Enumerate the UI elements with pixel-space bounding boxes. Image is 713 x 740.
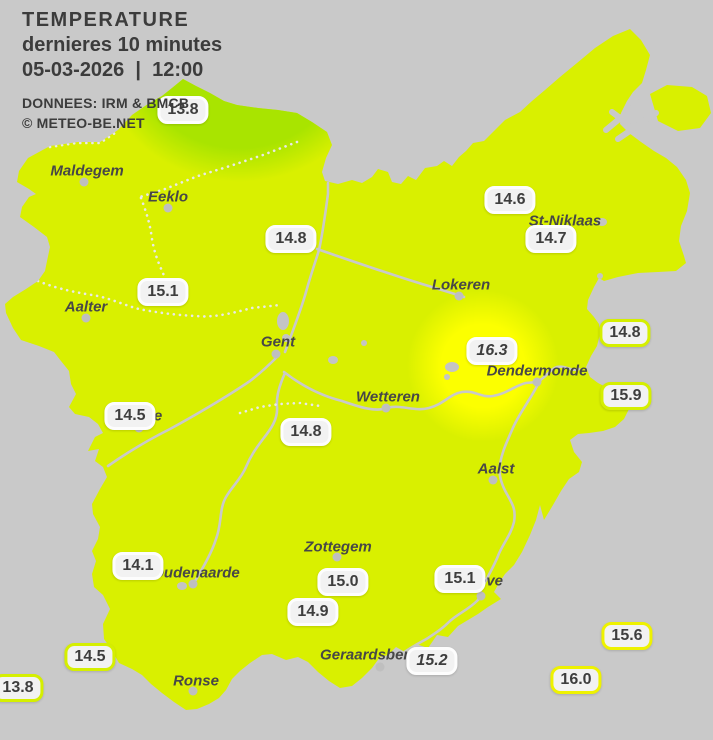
city-label-zottegem: Zottegem: [304, 538, 372, 556]
temp-badge: 15.9: [600, 382, 652, 410]
temp-badge: 14.5: [64, 643, 116, 671]
border-lines: [36, 129, 322, 415]
city-label-eeklo: Eeklo: [147, 188, 189, 206]
city-label-wetteren: Wetteren: [356, 388, 420, 406]
temp-badge: 15.0: [317, 568, 369, 596]
temp-badge: 16.3: [466, 337, 518, 365]
city-dot: [188, 686, 198, 696]
city-label-dendermonde: Dendermonde: [486, 362, 588, 380]
temp-badge: 15.1: [137, 278, 189, 306]
temp-badge: 15.6: [601, 622, 653, 650]
city-dot: [381, 403, 391, 413]
city-dot: [81, 313, 91, 323]
temp-badge: 15.1: [434, 565, 486, 593]
temp-badge: 15.2: [406, 647, 458, 675]
dock-canal-lines: [603, 94, 659, 142]
city-label-oudenaarde: Oudenaarde: [152, 564, 240, 582]
city-label-lokeren: Lokeren: [431, 276, 491, 294]
urban-area: [177, 218, 607, 590]
warm-zone: [407, 290, 559, 442]
city-dot: [454, 291, 464, 301]
data-source-label: DONNEES: IRM & BMCB: [22, 95, 190, 111]
city-dot: [163, 203, 173, 213]
city-label-maldegem: Maldegem: [50, 162, 124, 180]
temp-badge: 13.8: [0, 674, 44, 702]
city-dot: [488, 475, 498, 485]
temp-badge: 14.9: [287, 598, 339, 626]
page-subtitle: dernieres 10 minutes: [22, 34, 223, 56]
city-label-gent: Gent: [260, 333, 296, 351]
temp-badge: 13.8: [157, 96, 209, 124]
map-header: TEMPERATURE dernieres 10 minutes 05-03-2…: [22, 8, 222, 133]
city-dot: [375, 662, 385, 672]
city-dots: [79, 177, 542, 696]
city-dot: [79, 177, 89, 187]
temp-badge: 14.8: [280, 418, 332, 446]
temp-badge: 14.6: [484, 186, 536, 214]
city-dot: [271, 349, 281, 359]
temp-badge: 14.7: [525, 225, 577, 253]
city-label-ronse: Ronse: [173, 672, 219, 690]
city-dot: [476, 591, 486, 601]
site-credit: © METEO-BE.NET: [22, 115, 145, 131]
city-dot: [332, 552, 342, 562]
datetime-label: 05-03-2026 | 12:00: [22, 59, 204, 81]
temp-badge: 14.5: [104, 402, 156, 430]
temp-badge: 14.8: [599, 319, 651, 347]
page-title: TEMPERATURE: [22, 9, 190, 31]
temp-badge: 16.0: [550, 666, 602, 694]
temp-badge: 14.1: [112, 552, 164, 580]
city-dot: [188, 579, 198, 589]
temp-badge: 14.8: [265, 225, 317, 253]
city-label-aalst: Aalst: [477, 460, 515, 478]
city-label-aalter: Aalter: [64, 298, 108, 316]
city-dot: [532, 377, 542, 387]
